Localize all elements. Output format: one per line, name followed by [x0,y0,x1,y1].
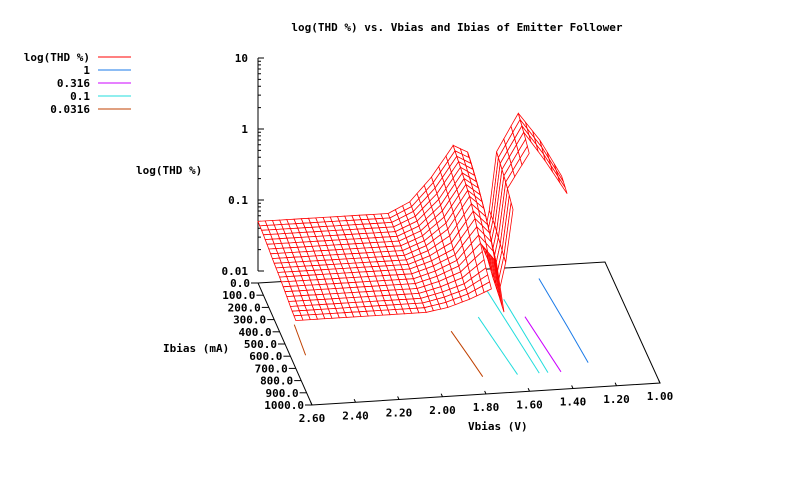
contour-0.316 [524,316,562,373]
surface-cell [494,256,505,313]
x-tick [571,385,574,389]
y-tick-label: 500.0 [244,338,277,351]
x-tick [484,390,487,395]
legend-label: 0.0316 [50,103,90,116]
chart-title: log(THD %) vs. Vbias and Ibias of Emitte… [291,21,623,34]
x-tick [310,401,313,406]
contour-lines [293,278,589,377]
y-tick-label: 900.0 [265,387,298,400]
x-axis-label: Vbias (V) [468,420,528,433]
x-tick-label: 2.00 [429,404,456,417]
x-tick [658,379,661,384]
legend-label: 1 [83,64,90,77]
y-tick-label: 800.0 [260,375,293,388]
contour-0.1 [477,316,518,375]
z-tick-label: 1 [241,123,248,136]
legend-label: 0.1 [70,90,90,103]
x-tick-label: 2.20 [386,407,413,420]
x-tick [397,396,400,400]
y-tick-label: 200.0 [228,301,261,314]
surface-cell [519,145,530,166]
surface-cell [485,241,496,262]
z-axis-label: log(THD %) [136,164,202,177]
x-tick-label: 1.00 [647,390,674,403]
x-tick [353,399,356,403]
y-tick-label: 400.0 [238,326,271,339]
y-tick-label: 100.0 [222,289,255,302]
z-tick-label: 0.1 [228,194,248,207]
y-tick-label: 0.0 [230,277,250,290]
y-tick-label: 300.0 [233,314,266,327]
x-tick [440,393,443,397]
x-tick [614,382,617,386]
contour-0.1 [484,287,540,374]
contour-1 [538,278,589,363]
axes: 0.01 0.1 1 10 2.60 2.40 2.20 2.00 1.80 1.60 1.40 1.… [222,52,674,425]
x-tick [527,388,530,392]
y-tick-label: 700.0 [255,362,288,375]
legend-label: 0.316 [57,77,90,90]
legend-label: log(THD %) [24,51,90,64]
z-tick-label: 10 [235,52,248,65]
x-tick-label: 2.40 [342,409,369,422]
contour-0.0316 [450,330,484,377]
contour-0.0316 [293,324,307,356]
x-tick-label: 1.60 [516,398,543,411]
x-tick-label: 1.80 [473,401,500,414]
surface-mesh [257,112,568,321]
surface-cell [481,281,492,293]
x-tick-label: 2.60 [299,412,326,425]
y-axis-label: Ibias (mA) [163,342,229,355]
y-tick-label: 600.0 [249,350,282,363]
x-tick-label: 1.40 [560,396,587,409]
surface-cell [503,202,514,263]
surface-cell [557,176,568,194]
contour-0.1 [503,299,549,373]
y-tick-label: 1000.0 [264,399,304,412]
x-tick-label: 1.20 [603,393,630,406]
z-tick-label: 0.01 [222,265,249,278]
